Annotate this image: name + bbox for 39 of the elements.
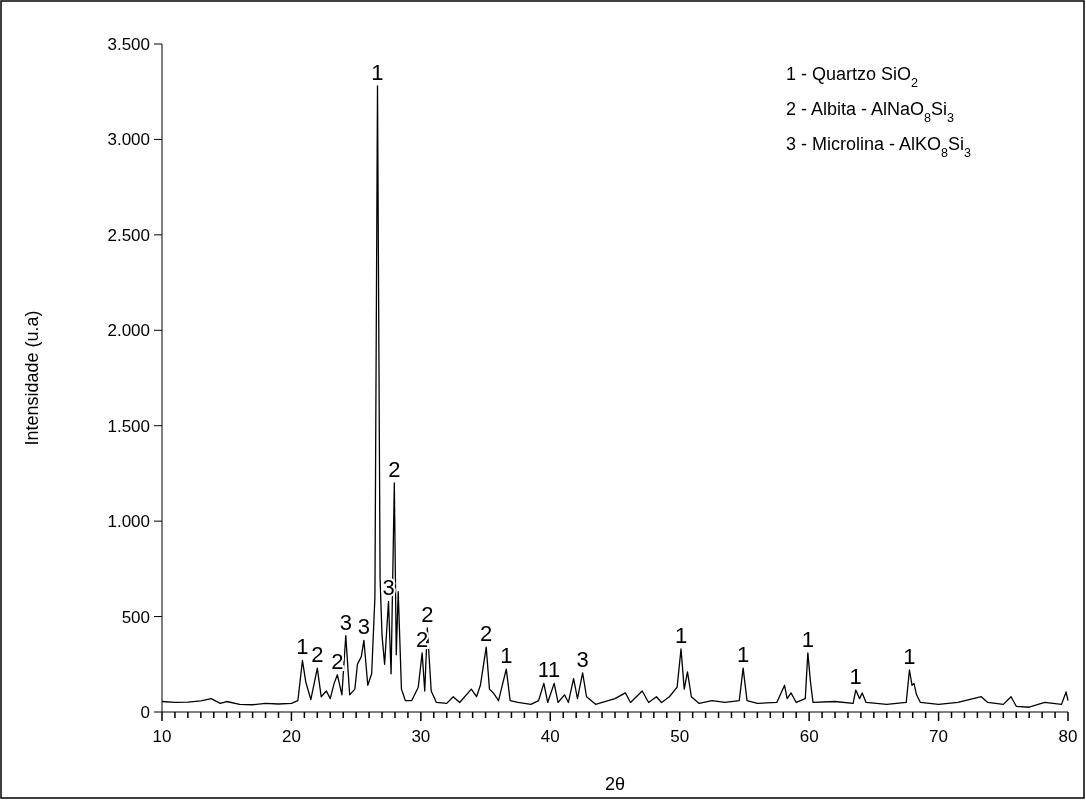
annotation: 1 (903, 644, 916, 670)
annotation: 2 (311, 642, 324, 668)
annotation: 3 - Microlina - AlKO$_{8}$Si$_{3}$ (786, 134, 972, 160)
y-tick-label: 1.500 (107, 416, 150, 436)
annotation: 1 (296, 634, 309, 660)
y-tick-label: 3.500 (107, 34, 150, 54)
annotation: 3 (357, 614, 371, 640)
x-tick-label: 80 (1058, 727, 1078, 746)
annotation: 2 (480, 621, 493, 647)
y-tick-label: 500 (121, 607, 150, 627)
x-tick-label: 60 (799, 727, 819, 746)
annotation: 3 (576, 646, 589, 672)
annotation: 1 (801, 626, 814, 652)
annotation: 2 (331, 648, 344, 674)
annotation: 1 (500, 643, 513, 669)
annotation: 2 (388, 456, 401, 482)
annotation: 1 - Quartzo SiO$_{2}$ (786, 64, 919, 90)
x-tick-label: 10 (152, 727, 172, 746)
y-tick-label: 2.000 (107, 321, 150, 341)
annotation: 1 (737, 642, 750, 668)
y-tick-label: 2.500 (107, 225, 150, 245)
y-tick-label: 1.000 (107, 512, 150, 532)
annotation: 2 (421, 602, 434, 628)
y-axis-title: Intensidade (u.a) (22, 310, 42, 446)
x-tick-label: 70 (929, 727, 949, 746)
x-tick-label: 50 (670, 727, 690, 746)
annotation: 1 (371, 59, 384, 85)
annotation: 1 (674, 623, 688, 649)
x-tick-label: 20 (281, 727, 301, 746)
y-tick-label: 0 (140, 702, 150, 722)
annotation: 1 (537, 657, 550, 683)
annotation: 1 (849, 664, 862, 690)
x-tick-label: 40 (540, 727, 560, 746)
x-tick-label: 30 (411, 727, 431, 746)
annotation: 3 (339, 609, 352, 635)
annotation: 1 (548, 657, 561, 683)
y-tick-label: 3.000 (107, 130, 150, 150)
x-axis-title: 2θ (604, 774, 626, 794)
annotation: 2 - Albita - AlNaO$_{8}$Si$_{3}$ (786, 99, 955, 125)
